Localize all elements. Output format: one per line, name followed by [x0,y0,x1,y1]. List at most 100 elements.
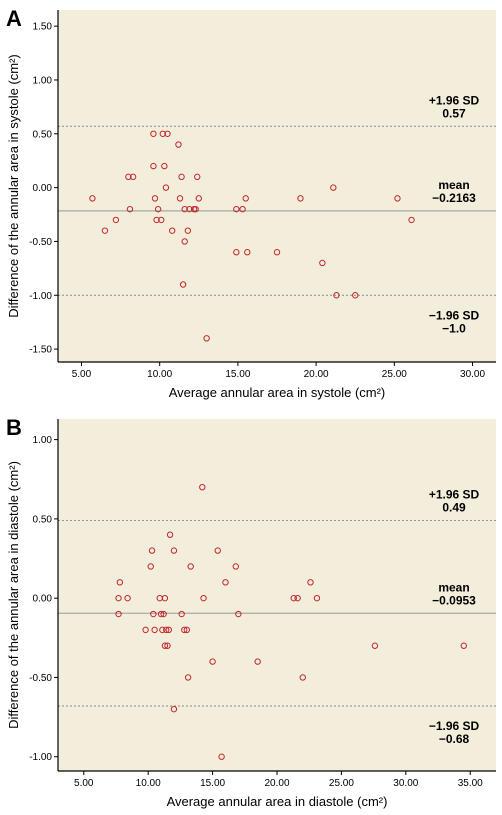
panel-b-data-point [142,626,149,634]
panel-b-y-tick-label: 0.00 [33,594,53,605]
panel-b-x-tick-label: 35.00 [458,778,483,789]
panel-b-data-point [199,483,206,491]
panel-b-data-point [115,610,122,618]
panel-a-upper-annotation-title: +1.96 SD [429,93,480,107]
panel-a-data-point [319,259,326,267]
panel-b-data-point [150,610,157,618]
panel-a-data-point [129,173,137,181]
panel-a-data-point [203,335,210,342]
panel-b-data-point [116,579,124,586]
panel-a-mean-annotation-title: mean [438,178,469,192]
panel-a-y-tick-label: -1.00 [29,291,52,302]
panel-b-data-point [371,642,379,649]
panel-b-data-point [290,594,297,602]
panel-a-data-point [186,205,193,213]
panel-a-data-point [161,162,168,170]
panel-a-data-point [125,173,132,181]
panel-a-x-tick-label: 25.00 [382,369,407,380]
panel-b-data-point [151,626,158,634]
panel-a-data-point [175,141,182,148]
panel-b-x-axis-label: Average annular area in diastole (cm²) [167,794,388,809]
panel-b-data-point [313,594,321,602]
panel-a-data-point [194,173,201,181]
panel-b-x-tick-label: 5.00 [74,778,94,789]
panel-a-data-point [239,205,246,213]
panel-a-data-point [150,130,157,137]
panel-a-data-point [126,205,134,213]
panel-a-data-point [352,292,359,299]
panel-a-x-tick-label: 5.00 [72,369,92,380]
panel-b-data-point [170,547,178,554]
panel-a-data-point [184,227,192,234]
panel-b-data-point [165,626,172,634]
panel-a-data-point [233,249,240,256]
panel-b-lower-annotation-value: −0.68 [439,732,470,746]
panel-a-data-point [179,281,187,288]
panel-a-data-point [101,227,109,234]
panel-b: B 5.00 10.00 15.00 20.00 25.00 30.00 35.00 1.0… [6,415,496,809]
panel-a-y-tick-label: -1.50 [29,345,52,356]
panel-b-data-point [218,753,225,760]
panel-a-label: A [6,6,22,31]
panel-b-mean-annotation-title: mean [438,580,469,594]
panel-b-data-point [115,594,122,602]
panel-a-data-point [178,173,185,181]
panel-a-y-tick-label: 1.50 [33,22,53,33]
panel-b-y-axis-label: Difference of the annular area in diasto… [6,461,21,729]
panel-b-data-point [163,626,170,634]
panel-a-data-point [112,216,120,224]
panel-a-lower-annotation-title: −1.96 SD [429,308,480,322]
panel-b-data-point [460,642,467,649]
panel-a-upper-annotation-value: 0.57 [442,106,466,120]
panel-b-upper-annotation-value: 0.49 [442,500,466,514]
panel-b-data-point [161,642,169,649]
panel-b-y-tick-label: 0.50 [33,514,53,525]
panel-b-data-point [187,563,194,570]
panel-b-data-point [183,626,191,634]
panel-b-x-tick-label: 20.00 [264,778,289,789]
panel-b-data-point [235,610,242,618]
panel-b-plot-area [58,419,496,771]
panel-b-x-tick-label: 25.00 [329,778,354,789]
panel-b-data-point [178,610,185,618]
panel-b-data-point [200,594,207,602]
panel-b-data-point [164,642,171,649]
panel-b-data-point [307,579,314,586]
panel-b-data-point [157,610,165,618]
panel-a-lower-annotation-value: −1.0 [442,321,466,335]
panel-a-data-point [168,227,176,234]
panel-b-data-point [254,658,261,665]
panel-b-data-point [166,531,174,538]
panel-b-mean-annotation-value: −0.0953 [432,593,476,607]
panel-a-x-tick-label: 20.00 [304,369,329,380]
panel-b-lower-annotation-title: −1.96 SD [429,719,480,733]
panel-a-data-point [164,130,171,137]
panel-a-data-point [150,162,157,170]
panel-a-data-point [159,130,167,137]
panel-a-data-point [330,184,337,191]
panel-b-label: B [6,415,22,440]
panel-b-data-point [232,563,239,570]
panel-a-x-axis-label: Average annular area in systole (cm²) [169,385,386,400]
panel-b-data-point [148,547,156,554]
panel-b-data-point [294,594,301,602]
panel-a-data-point [242,195,249,202]
panel-a-data-point [162,184,170,191]
panel-a-data-point [151,195,159,202]
panel-a-mean-annotation-value: −0.2163 [432,191,476,205]
panel-a-data-point [89,195,96,202]
panel-b-data-point [147,563,154,570]
panel-a-y-axis-label: Difference of the annular area in systol… [6,54,21,318]
panel-a-y-tick-label: 0.50 [33,129,53,140]
panel-a-data-point [181,205,188,213]
panel-b-data-point [170,705,178,713]
panel-a-data-point [154,205,162,213]
panel-a: A 5.00 10.00 15.00 20.00 25.00 30.00 1.50 1.00… [6,6,496,400]
panel-a-data-point [181,238,188,245]
panel-b-x-tick-label: 30.00 [393,778,418,789]
panel-b-data-point [209,658,216,665]
panel-a-x-tick-label: 10.00 [147,369,172,380]
panel-b-data-point [124,594,131,602]
panel-a-data-point [333,292,340,299]
